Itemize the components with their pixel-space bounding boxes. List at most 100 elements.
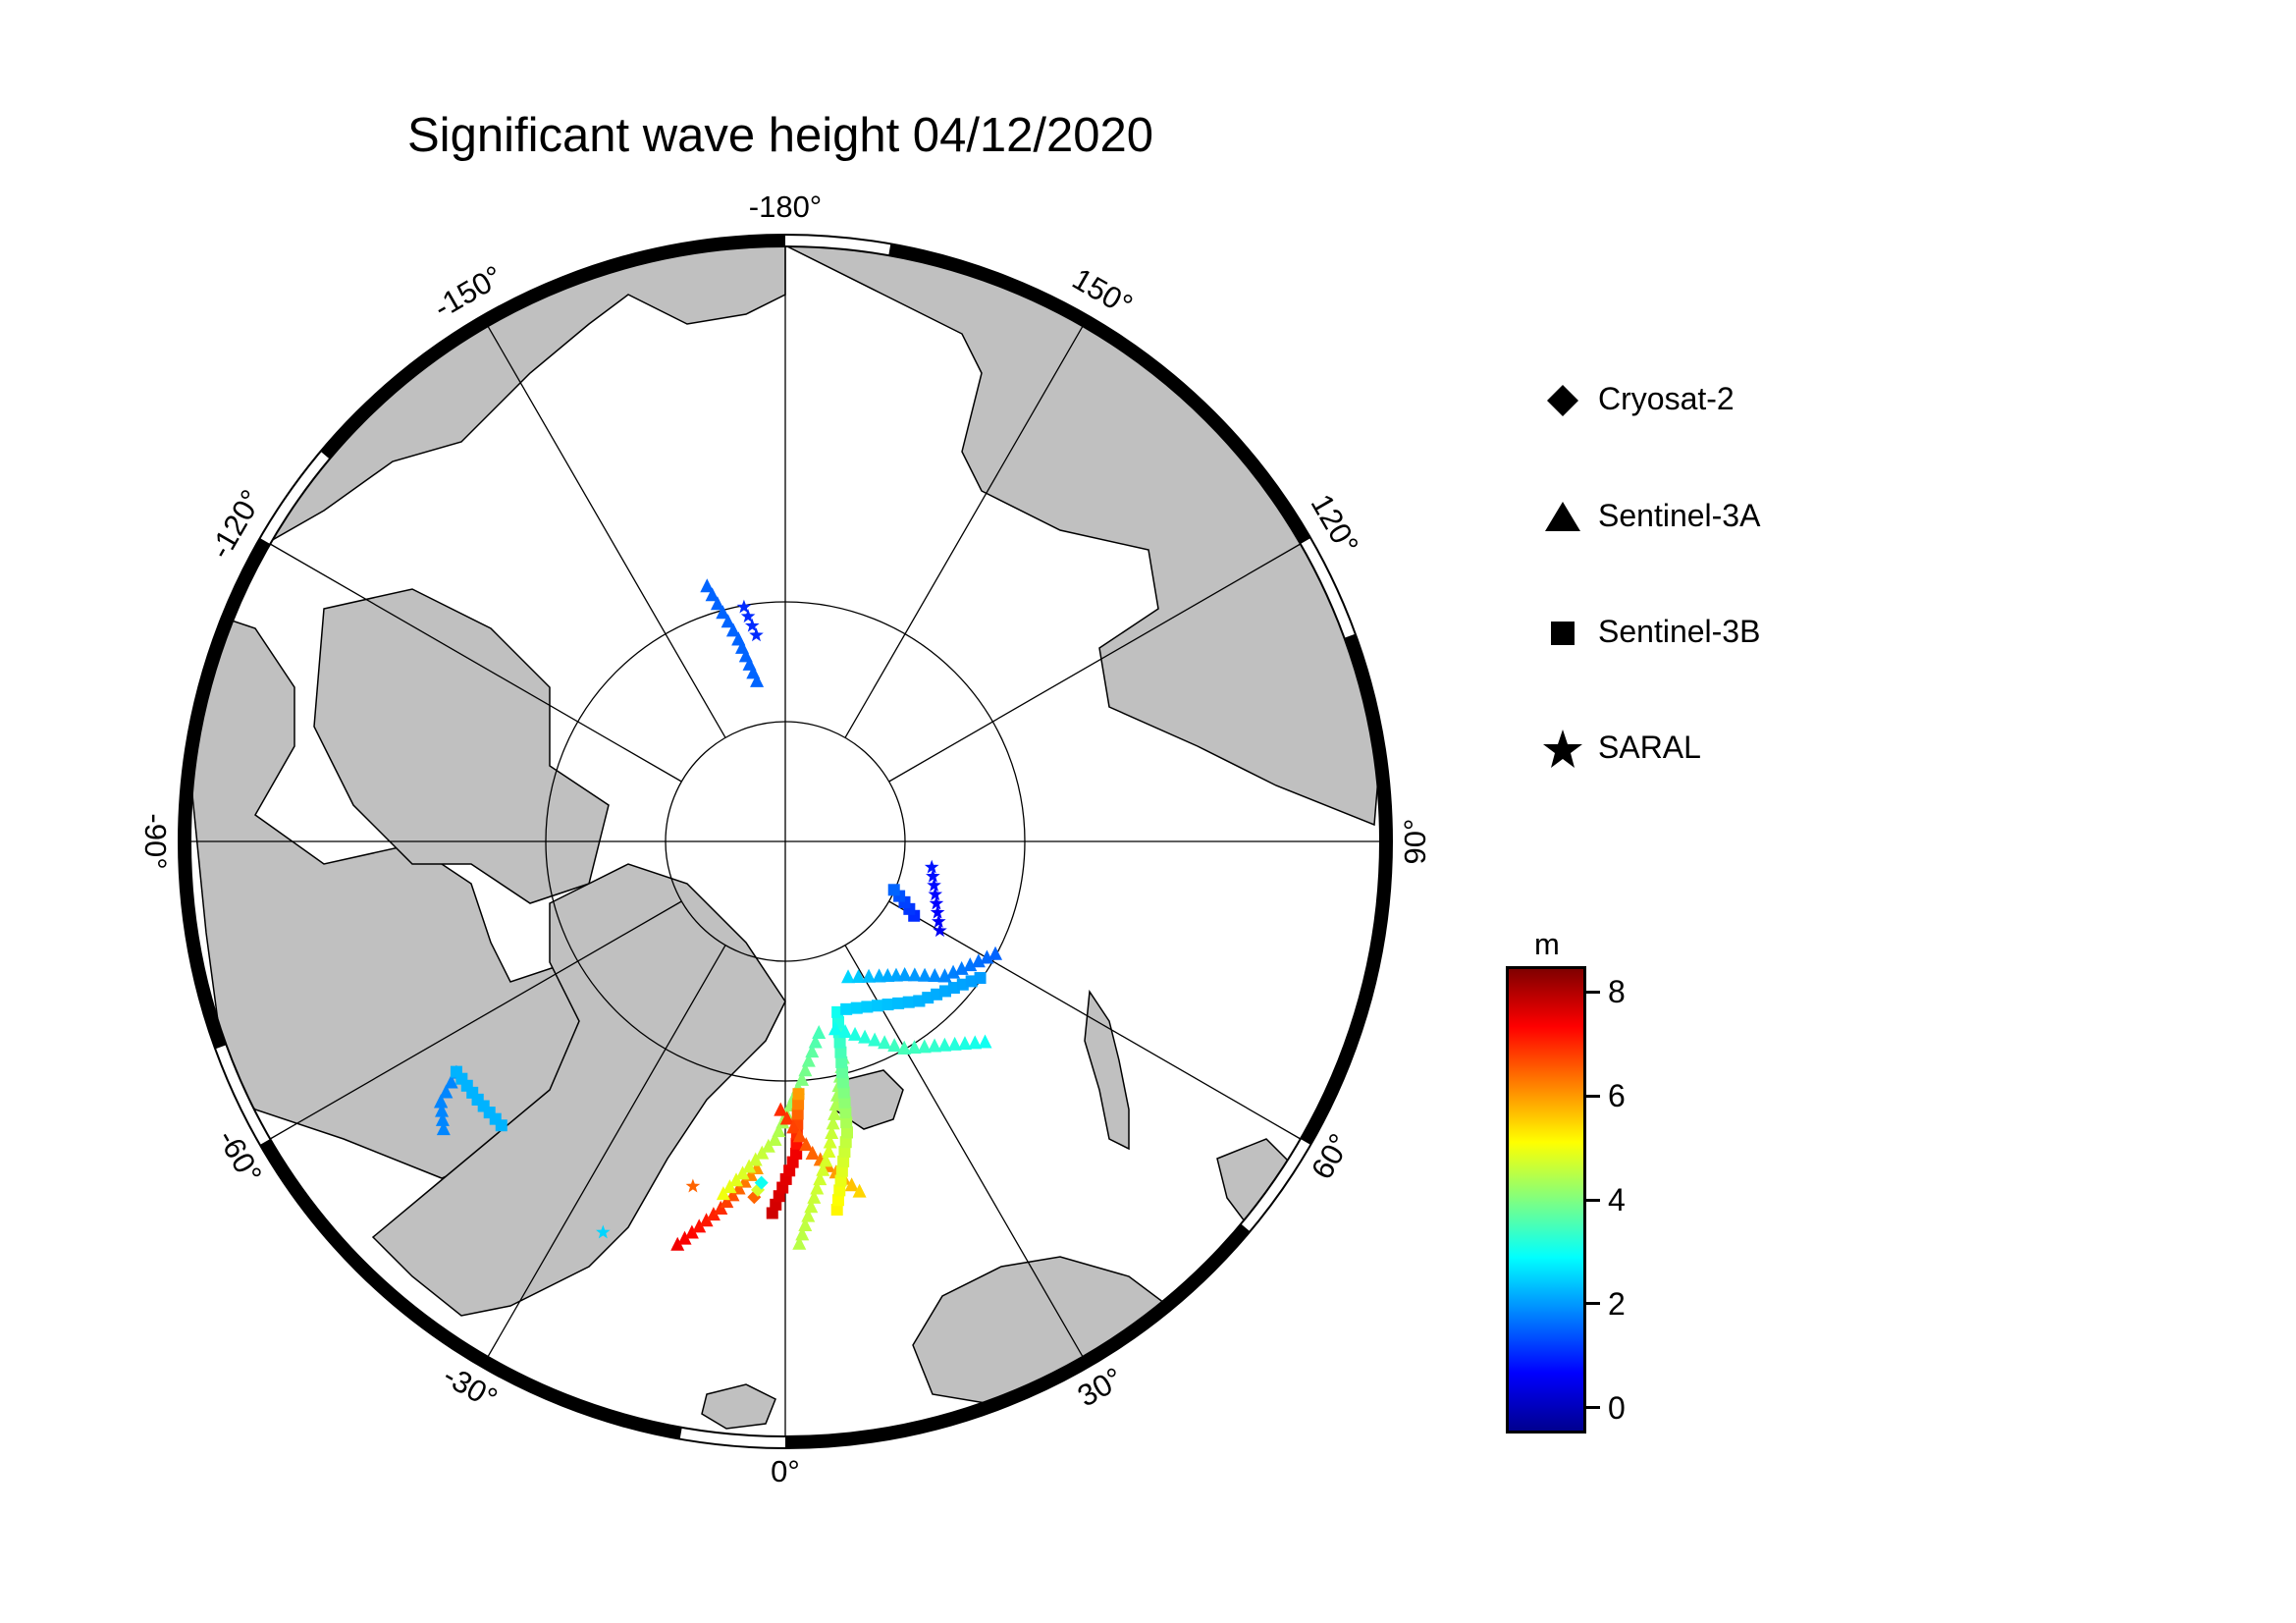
sentinel-3a-point [937, 968, 952, 983]
sentinel-3a-point [980, 949, 994, 964]
saral-point [749, 627, 764, 642]
sentinel-3a-point [819, 1153, 833, 1167]
sentinel-3b-point [839, 1106, 852, 1118]
sentinel-3a-point [946, 964, 961, 979]
sentinel-3a-point [968, 1035, 983, 1050]
sentinel-3a-point [868, 1032, 882, 1047]
sentinel-3a-point [810, 1180, 825, 1195]
sentinel-3a-point [812, 1024, 827, 1039]
sentinel-3b-point [850, 1001, 863, 1014]
longitude-label: -180° [749, 189, 822, 224]
sentinel-3a-point [978, 1034, 992, 1049]
sentinel-3a-point [786, 1119, 801, 1134]
sentinel-3a-point [928, 1038, 942, 1053]
sentinel-3a-point [954, 960, 969, 975]
sentinel-3b-point [892, 997, 905, 1009]
sentinel-3a-point [705, 587, 720, 602]
sentinel-3b-point [495, 1119, 507, 1132]
saral-point [740, 609, 756, 623]
sentinel-3a-point [918, 967, 933, 982]
sentinel-3b-point [835, 1055, 848, 1068]
sentinel-3a-point [779, 1110, 794, 1125]
frame-segment [395, 1297, 682, 1439]
sentinel-3b-point [837, 1086, 850, 1099]
sentinel-3a-point [907, 1040, 922, 1055]
meridian-line [487, 945, 726, 1358]
sentinel-3b-point [902, 996, 915, 1008]
sentinel-3a-point [947, 1036, 962, 1051]
sentinel-3b-point [871, 1000, 883, 1012]
sentinel-3b-point [792, 1098, 805, 1110]
colorbar [1506, 966, 1586, 1434]
sentinel-3a-point [897, 1040, 912, 1055]
saral-point [736, 599, 752, 614]
sentinel-3a-point [907, 967, 922, 982]
sentinel-3a-point [823, 1134, 837, 1149]
sentinel-3a-point [887, 1038, 902, 1053]
sentinel-3a-point [805, 1044, 820, 1058]
cryosat-2-point [754, 1175, 769, 1190]
frame-segment [888, 243, 1176, 386]
longitude-label: 0° [771, 1454, 800, 1488]
legend-label-cryosat: Cryosat-2 [1598, 381, 1735, 416]
sentinel-3a-point [772, 1123, 786, 1138]
sentinel-3a-point [710, 596, 724, 611]
sentinel-3a-point [841, 969, 856, 984]
saral-point [926, 868, 940, 883]
legend-label-saral: SARAL [1598, 730, 1701, 765]
sentinel-3b-point [835, 1164, 848, 1177]
sentinel-3a-point [897, 967, 912, 982]
triangle-icon [1545, 502, 1580, 531]
sentinel-3b-point [833, 1036, 846, 1049]
frame-segment [988, 1223, 1251, 1412]
colorbar-tick-label: 6 [1608, 1078, 1626, 1114]
sentinel-3b-point [840, 1002, 853, 1015]
sentinel-3a-point [706, 1207, 721, 1221]
colorbar-tick [1584, 1198, 1600, 1202]
sentinel-3b-point [861, 1001, 874, 1013]
sentinel-3a-point [794, 1071, 809, 1086]
sentinel-3a-point [435, 1103, 450, 1117]
sentinel-3b-point [836, 1076, 849, 1089]
saral-point [929, 895, 944, 910]
sentinel-3b-point [838, 1146, 851, 1159]
legend-item-sentinel-3b: Sentinel-3B [1531, 604, 2022, 663]
sentinel-3a-point [971, 953, 986, 968]
sentinel-3b-point [833, 1184, 846, 1197]
sentinel-3a-point [692, 1218, 707, 1233]
sentinel-3b-point [830, 1204, 843, 1217]
sentinel-3b-point [881, 999, 894, 1011]
sentinel-3b-point [791, 1108, 804, 1120]
colorbar-tick-label: 2 [1608, 1285, 1626, 1322]
saral-point [927, 878, 941, 892]
colorbar-tick-label: 4 [1608, 1182, 1626, 1217]
saral-point [931, 913, 946, 928]
sentinel-3a-point [795, 1226, 810, 1241]
saral-point [595, 1224, 611, 1239]
sentinel-3a-point [816, 1162, 830, 1176]
land-greenland [371, 863, 786, 1317]
sentinel-3a-point [828, 1106, 842, 1120]
sentinel-3a-point [792, 1128, 807, 1143]
sentinel-3a-point [436, 1121, 451, 1136]
sentinel-3a-point [825, 1124, 839, 1139]
sentinel-3a-point [699, 1213, 714, 1227]
land-novaya-zemlya [1084, 989, 1130, 1151]
sentinel-3a-point [750, 673, 765, 687]
sentinel-3b-point [838, 1096, 851, 1109]
sentinel-3a-point [444, 1074, 458, 1089]
colorbar-tick-label: 0 [1608, 1389, 1626, 1426]
saral-point [928, 887, 943, 901]
longitude-label: 120° [1305, 488, 1365, 560]
colorbar-tick [1584, 1406, 1600, 1410]
sentinel-3b-point [790, 1147, 803, 1160]
legend-label-sentinel-3b: Sentinel-3B [1598, 614, 1761, 649]
sentinel-3b-point [837, 1155, 850, 1167]
meridian-line [487, 325, 726, 738]
colorbar-tick [1584, 990, 1600, 994]
sentinel-3b-point [887, 884, 900, 896]
sentinel-3a-point [801, 1208, 816, 1222]
land-iceland [701, 1383, 776, 1430]
sentinel-3a-point [798, 1062, 813, 1077]
sentinel-3b-point [834, 1046, 847, 1058]
